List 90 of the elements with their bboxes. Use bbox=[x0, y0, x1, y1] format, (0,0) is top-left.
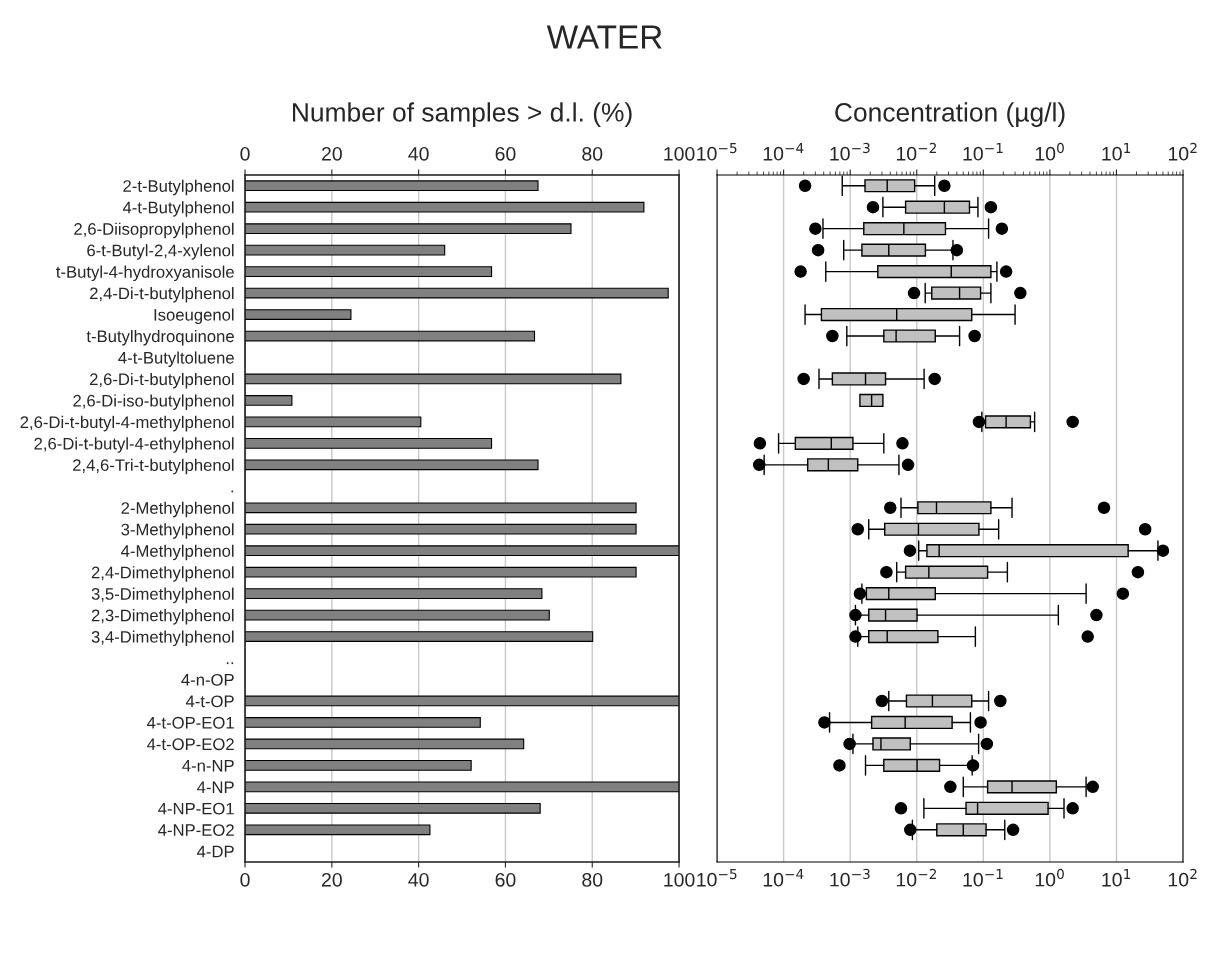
y-tick-label: 2,3-Dimethylphenol bbox=[91, 609, 234, 625]
bar bbox=[245, 244, 446, 256]
bar bbox=[245, 373, 622, 385]
x-tick-label: 10$^{−2}$ bbox=[896, 868, 936, 887]
bar bbox=[245, 631, 594, 642]
x-tick-label: 40 bbox=[408, 872, 429, 887]
x2-tick-label: 0 bbox=[240, 146, 250, 161]
x-tick-label: 60 bbox=[495, 872, 516, 887]
bar bbox=[245, 545, 680, 557]
text: 10$^{−4}$ bbox=[763, 143, 804, 161]
x-tick-label: 100 bbox=[664, 872, 695, 887]
bar bbox=[245, 416, 422, 428]
x2-axis-title: Concentration (µg/l) bbox=[835, 102, 1065, 127]
x-tick-label: 10$^{0}$ bbox=[1035, 868, 1064, 887]
x-tick-label: 10$^{1}$ bbox=[1102, 869, 1131, 887]
y-tick-label: 4-NP-EO1 bbox=[158, 802, 234, 815]
y-tick-label: t-Butylhydroquinone bbox=[86, 329, 234, 346]
y-tick-label: 2,6-Di-iso-butylphenol bbox=[73, 394, 234, 410]
y-tick-label: 2,4-Dimethylphenol bbox=[91, 566, 234, 582]
x-tick-label: 10$^{−1}$ bbox=[963, 869, 1003, 887]
text: 10$^{−1}$ bbox=[963, 143, 1003, 161]
y-tick-label: 4-Methylphenol bbox=[121, 544, 234, 561]
chart-title: WATER bbox=[546, 25, 662, 49]
x-tick-label: 10$^{−3}$ bbox=[830, 868, 870, 887]
y-tick-label: 4-t-OP bbox=[185, 695, 234, 708]
y-tick-label: 4-n-OP bbox=[181, 673, 234, 686]
text: 10$^{−2}$ bbox=[896, 142, 936, 161]
bar bbox=[245, 695, 680, 707]
y-tick-label: 2-Methylphenol bbox=[121, 501, 234, 518]
y-tick-label: 4-t-Butylphenol bbox=[122, 201, 234, 217]
y-tick-label: 3,5-Dimethylphenol bbox=[91, 587, 234, 604]
x-tick-label: 10$^{−4}$ bbox=[763, 869, 804, 887]
x-tick-label: 10$^{2}$ bbox=[1168, 868, 1197, 887]
x-tick-label: 20 bbox=[322, 872, 342, 887]
text: 10$^{2}$ bbox=[1168, 142, 1197, 161]
x2-axis-title: Number of samples > d.l. (%) bbox=[292, 102, 632, 127]
bar bbox=[245, 781, 680, 793]
bar bbox=[245, 437, 493, 449]
bar bbox=[245, 588, 543, 600]
y-tick-label: . bbox=[231, 490, 234, 493]
bar bbox=[245, 824, 431, 836]
y-tick-label: 4-t-Butyltoluene bbox=[118, 351, 234, 367]
bar bbox=[245, 760, 472, 771]
y-tick-label: 2,4,6-Tri-t-butylphenol bbox=[73, 458, 234, 475]
x2-tick-label: 100 bbox=[664, 146, 695, 161]
x2-tick-label: 40 bbox=[408, 146, 429, 161]
bar bbox=[245, 201, 645, 213]
bar bbox=[245, 180, 539, 192]
bar bbox=[245, 309, 352, 320]
bar bbox=[245, 266, 493, 277]
bar bbox=[245, 717, 481, 728]
y-tick-label: 2,6-Diisopropylphenol bbox=[74, 222, 234, 239]
text: 10$^{1}$ bbox=[1102, 143, 1131, 161]
y-tick-label: 2,6-Di-t-butylphenol bbox=[90, 372, 234, 389]
bar bbox=[245, 330, 536, 342]
bar bbox=[245, 223, 572, 235]
x-tick-label: 0 bbox=[240, 872, 250, 887]
y-tick-label: .. bbox=[226, 662, 234, 665]
y-tick-label: 2,6-Di-t-butyl-4-methylphenol bbox=[20, 415, 234, 432]
bar bbox=[245, 502, 637, 514]
bar bbox=[245, 459, 539, 471]
text: 10$^{−5}$ bbox=[697, 143, 737, 161]
x2-tick-label: 80 bbox=[582, 146, 603, 161]
x2-tick-label: 20 bbox=[322, 146, 342, 161]
bar bbox=[245, 566, 637, 578]
y-tick-label: 3-Methylphenol bbox=[121, 523, 234, 539]
x-tick-label: 80 bbox=[582, 872, 603, 887]
y-tick-label: t-Butyl-4-hydroxyanisole bbox=[56, 265, 234, 282]
y-tick-label: 4-DP bbox=[197, 845, 234, 858]
bar bbox=[245, 523, 637, 535]
y-tick-label: 6-t-Butyl-2,4-xylenol bbox=[87, 244, 234, 260]
y-tick-label: 2,6-Di-t-butyl-4-ethylphenol bbox=[34, 437, 234, 453]
text: 10$^{0}$ bbox=[1035, 142, 1064, 161]
y-tick-label: 4-n-NP bbox=[182, 759, 234, 772]
y-tick-label: Isoeugenol bbox=[154, 308, 234, 325]
text: 10$^{−3}$ bbox=[830, 142, 870, 161]
bar bbox=[245, 802, 541, 814]
bar bbox=[245, 738, 525, 750]
x2-tick-label: 60 bbox=[495, 146, 516, 161]
bar bbox=[245, 609, 550, 621]
y-tick-label: 3,4-Dimethylphenol bbox=[91, 630, 234, 647]
y-tick-label: 4-NP-EO2 bbox=[158, 824, 234, 836]
y-tick-label: 4-t-OP-EO1 bbox=[147, 716, 234, 729]
y-tick-label: 4-t-OP-EO2 bbox=[147, 738, 234, 751]
bar bbox=[245, 287, 669, 299]
y-tick-label: 2-t-Butylphenol bbox=[123, 179, 234, 196]
y-tick-label: 4-NP bbox=[197, 781, 234, 793]
x-tick-label: 10$^{−5}$ bbox=[697, 869, 737, 887]
y-tick-label: 2,4-Di-t-butylphenol bbox=[90, 287, 234, 303]
bar bbox=[245, 395, 293, 406]
